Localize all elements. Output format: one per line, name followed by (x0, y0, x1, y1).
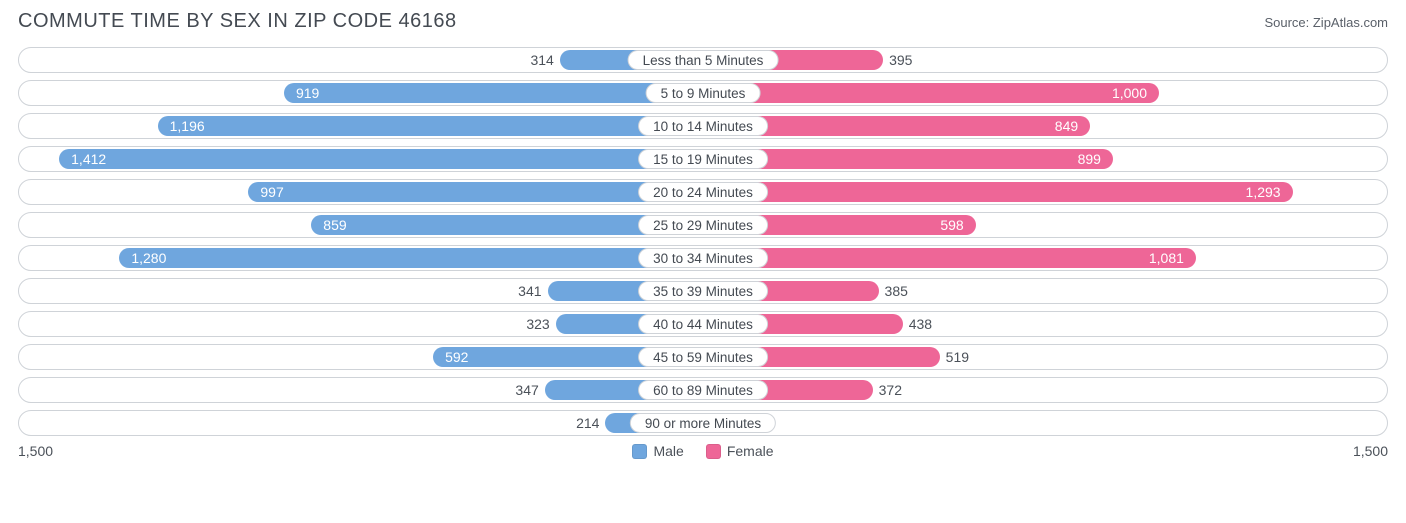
category-label: 35 to 39 Minutes (638, 281, 768, 301)
legend-swatch (706, 444, 721, 459)
legend-swatch (632, 444, 647, 459)
category-label: 90 or more Minutes (630, 413, 776, 433)
category-label: 15 to 19 Minutes (638, 149, 768, 169)
chart-row: 1,412 899 15 to 19 Minutes (18, 146, 1388, 172)
category-label: 60 to 89 Minutes (638, 380, 768, 400)
female-bar: 1,000 (703, 83, 1159, 103)
category-label: 25 to 29 Minutes (638, 215, 768, 235)
male-value: 1,412 (63, 149, 114, 169)
chart-row: 592 519 45 to 59 Minutes (18, 344, 1388, 370)
male-bar: 1,412 (59, 149, 703, 169)
female-value: 849 (1047, 116, 1086, 136)
chart-row: 1,280 1,081 30 to 34 Minutes (18, 245, 1388, 271)
chart-row: 919 1,000 5 to 9 Minutes (18, 80, 1388, 106)
female-value: 395 (883, 48, 918, 72)
male-value: 1,280 (123, 248, 174, 268)
male-value: 592 (437, 347, 476, 367)
female-bar: 1,081 (703, 248, 1196, 268)
male-value: 214 (570, 411, 605, 435)
female-value: 438 (903, 312, 938, 336)
chart-row: 341 385 35 to 39 Minutes (18, 278, 1388, 304)
chart-footer: 1,500 Male Female 1,500 (18, 443, 1388, 459)
chart-source: Source: ZipAtlas.com (1264, 15, 1388, 30)
legend-item: Male (632, 443, 683, 459)
female-value: 899 (1070, 149, 1109, 169)
male-value: 347 (509, 378, 544, 402)
category-label: 10 to 14 Minutes (638, 116, 768, 136)
male-value: 859 (315, 215, 354, 235)
axis-max-right: 1,500 (1353, 443, 1388, 459)
chart-header: COMMUTE TIME BY SEX IN ZIP CODE 46168 So… (18, 10, 1388, 33)
male-value: 1,196 (162, 116, 213, 136)
category-label: 5 to 9 Minutes (646, 83, 761, 103)
male-value: 314 (524, 48, 559, 72)
female-value: 519 (940, 345, 975, 369)
chart-row: 1,196 849 10 to 14 Minutes (18, 113, 1388, 139)
legend-item: Female (706, 443, 774, 459)
female-value: 1,000 (1104, 83, 1155, 103)
male-bar: 1,280 (119, 248, 703, 268)
male-value: 323 (520, 312, 555, 336)
female-value: 1,293 (1238, 182, 1289, 202)
chart-row: 314 395 Less than 5 Minutes (18, 47, 1388, 73)
population-pyramid-chart: 314 395 Less than 5 Minutes 919 1,000 5 to 9 … (18, 47, 1388, 436)
male-value: 997 (252, 182, 291, 202)
chart-title: COMMUTE TIME BY SEX IN ZIP CODE 46168 (18, 10, 457, 33)
female-value: 372 (873, 378, 908, 402)
chart-row: 2147190 or more Minutes (18, 410, 1388, 436)
chart-row: 997 1,293 20 to 24 Minutes (18, 179, 1388, 205)
male-value: 341 (512, 279, 547, 303)
category-label: 20 to 24 Minutes (638, 182, 768, 202)
female-value: 385 (879, 279, 914, 303)
category-label: 30 to 34 Minutes (638, 248, 768, 268)
male-bar: 1,196 (158, 116, 703, 136)
axis-max-left: 1,500 (18, 443, 53, 459)
legend-label: Male (653, 443, 683, 459)
chart-row: 347 372 60 to 89 Minutes (18, 377, 1388, 403)
legend-label: Female (727, 443, 774, 459)
male-value: 919 (288, 83, 327, 103)
male-bar: 997 (248, 182, 703, 202)
chart-row: 859 598 25 to 29 Minutes (18, 212, 1388, 238)
female-value: 1,081 (1141, 248, 1192, 268)
category-label: Less than 5 Minutes (628, 50, 779, 70)
category-label: 45 to 59 Minutes (638, 347, 768, 367)
category-label: 40 to 44 Minutes (638, 314, 768, 334)
female-bar: 1,293 (703, 182, 1293, 202)
chart-row: 323 438 40 to 44 Minutes (18, 311, 1388, 337)
chart-legend: Male Female (53, 443, 1353, 459)
female-value: 598 (932, 215, 971, 235)
male-bar: 919 (284, 83, 703, 103)
